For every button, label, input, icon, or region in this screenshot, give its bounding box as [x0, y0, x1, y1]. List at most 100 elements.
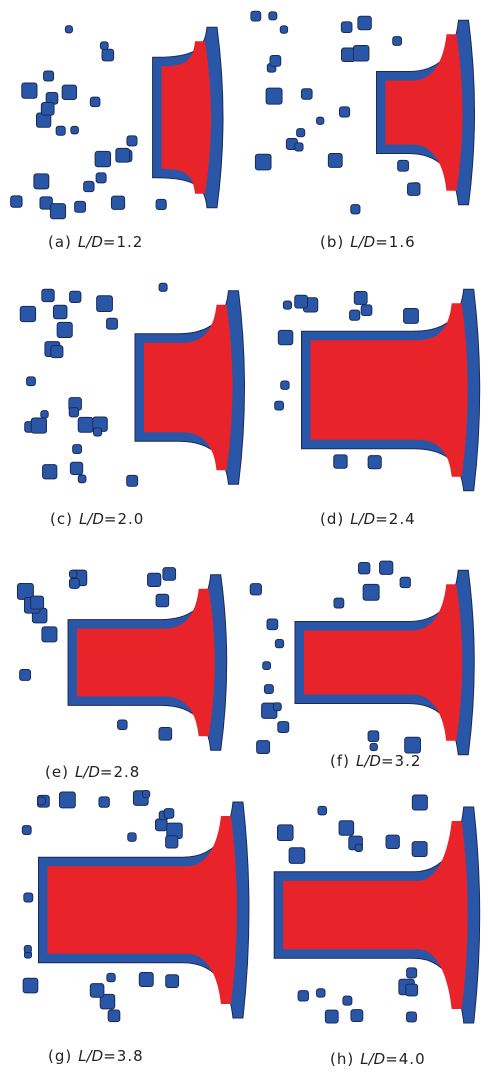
caption-value: =2.0 [104, 510, 144, 528]
particle [166, 836, 178, 848]
particle [302, 89, 313, 100]
particle [278, 722, 289, 733]
particle [350, 310, 360, 320]
particle [43, 465, 57, 479]
particle [257, 741, 270, 754]
particle [341, 22, 352, 33]
particle [41, 411, 48, 418]
caption-variable: L/D [350, 510, 375, 528]
particle [164, 809, 174, 819]
particle [148, 573, 161, 586]
particle [163, 568, 176, 581]
particle [351, 205, 360, 214]
particle [370, 743, 377, 750]
caption-tag: (e) [45, 763, 69, 781]
particle [266, 88, 282, 104]
particle [20, 306, 35, 321]
particle [38, 797, 46, 805]
particle [408, 183, 420, 195]
particle [343, 996, 352, 1005]
particle [281, 381, 289, 389]
particle [22, 83, 37, 98]
particle [107, 973, 115, 981]
particle [23, 978, 38, 993]
particle [69, 579, 79, 589]
caption-variable: L/D [350, 233, 375, 251]
particle [70, 462, 82, 474]
particle [393, 37, 402, 46]
particle [277, 825, 293, 841]
caption-tag: (b) [320, 233, 344, 251]
caption: (h)L/D=4.0 [330, 1050, 426, 1068]
particle [20, 670, 31, 681]
particle [51, 346, 63, 358]
caption: (f)L/D=3.2 [330, 752, 421, 770]
panel-image [22, 790, 249, 1021]
caption-variable: L/D [79, 510, 104, 528]
particle [325, 1010, 338, 1023]
caption-tag: (g) [48, 1047, 72, 1065]
particle [116, 148, 130, 162]
particle [155, 819, 167, 831]
particle [283, 301, 291, 309]
particle [93, 428, 101, 436]
caption-tag: (d) [320, 510, 344, 528]
particle [407, 968, 417, 978]
particle [407, 1012, 417, 1022]
panel-image [11, 26, 223, 219]
particle [361, 305, 372, 316]
particle [53, 305, 66, 318]
particle [65, 26, 72, 33]
particle [71, 126, 79, 134]
particle [11, 196, 22, 207]
particle [412, 842, 427, 857]
particle [328, 154, 342, 168]
particle [334, 598, 344, 608]
particle [97, 296, 113, 312]
particle [404, 309, 419, 324]
particle [159, 283, 167, 291]
caption: (c)L/D=2.0 [50, 510, 144, 528]
particle [275, 640, 283, 648]
particle [42, 289, 54, 301]
particle [90, 97, 100, 107]
particle [368, 731, 379, 742]
caption: (g)L/D=3.8 [48, 1047, 144, 1065]
particle [57, 322, 72, 337]
panel-image [17, 568, 226, 751]
particle [166, 975, 179, 988]
figure: (a)L/D=1.2(b)L/D=1.6(c)L/D=2.0(d)L/D=2.4… [0, 0, 488, 1078]
particle [273, 703, 281, 711]
particle [317, 117, 324, 124]
particle [34, 174, 49, 189]
panel-image [251, 11, 475, 214]
particle [69, 570, 76, 577]
caption-variable: L/D [78, 233, 103, 251]
particle [269, 12, 277, 20]
particle [95, 151, 110, 166]
particle [351, 1010, 363, 1022]
particle [31, 596, 44, 609]
particle [359, 563, 370, 574]
particle [386, 835, 399, 848]
red-region [304, 584, 462, 741]
caption-variable: L/D [78, 1047, 103, 1065]
red-region [77, 589, 215, 737]
caption: (e)L/D=2.8 [45, 763, 140, 781]
panel-image [274, 795, 480, 1023]
particle [275, 401, 284, 410]
caption-value: =2.4 [375, 510, 415, 528]
caption: (a)L/D=1.2 [48, 233, 143, 251]
particle [264, 685, 273, 694]
particle [56, 126, 65, 135]
caption-value: =2.8 [100, 763, 140, 781]
particle [263, 662, 271, 670]
panel-image [250, 561, 474, 755]
particle [27, 377, 36, 386]
particle [317, 989, 325, 997]
particle [398, 160, 409, 171]
particle [353, 45, 369, 61]
particle [143, 790, 150, 797]
particle [22, 826, 31, 835]
particle [139, 973, 153, 987]
